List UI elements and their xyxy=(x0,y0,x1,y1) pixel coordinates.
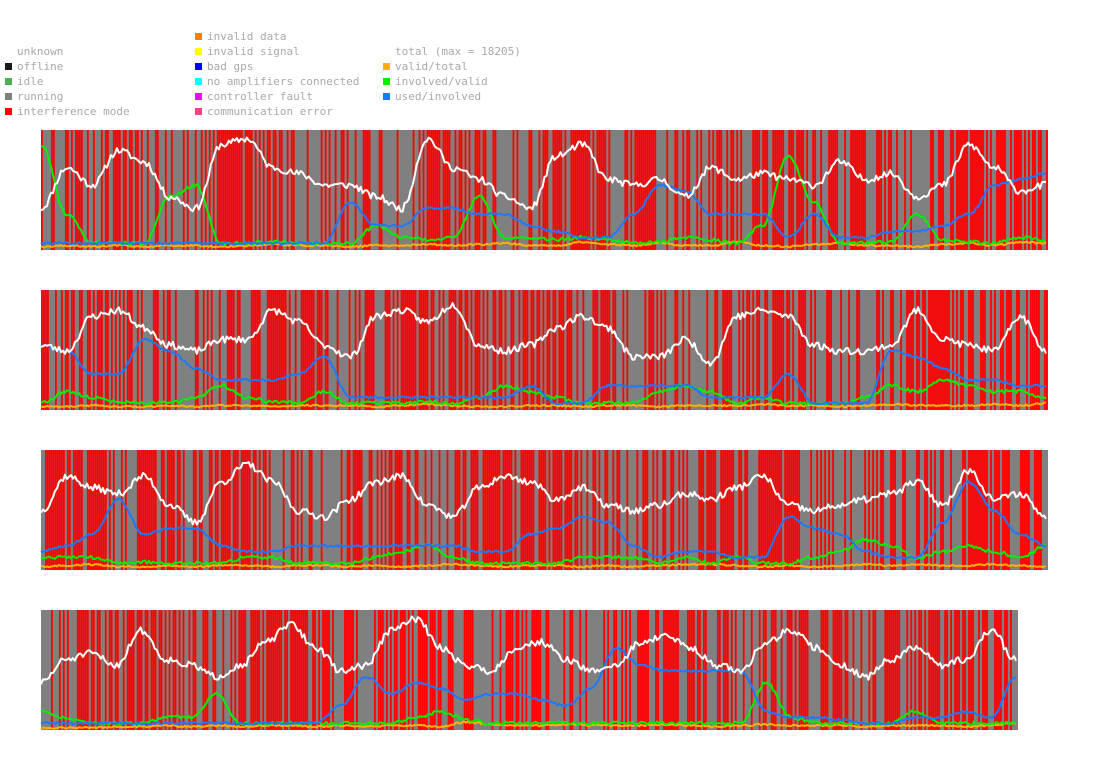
valid-total-line xyxy=(40,240,1047,249)
involved-valid-line xyxy=(40,537,1047,566)
used-involved-line xyxy=(40,172,1047,246)
total-line xyxy=(40,136,1047,213)
valid-total-line xyxy=(40,401,1047,409)
no-amplifiers-swatch xyxy=(195,78,202,85)
legend-label: controller fault xyxy=(207,90,313,103)
legend-label: offline xyxy=(17,60,64,73)
valid-total-line xyxy=(40,562,1047,569)
total-line xyxy=(40,615,1017,685)
invalid-data-swatch xyxy=(195,33,202,40)
chart-panel-2 xyxy=(40,290,1048,410)
legend-label: valid/total xyxy=(395,60,468,73)
valid-total-swatch xyxy=(383,63,390,70)
involved-valid-line xyxy=(40,145,1047,246)
legend-label: idle xyxy=(17,75,44,88)
used-involved-swatch xyxy=(383,93,390,100)
legend-label: used/involved xyxy=(395,90,482,103)
legend-label: communication error xyxy=(207,105,333,118)
chart-panel-4 xyxy=(40,610,1018,730)
used-involved-line xyxy=(40,646,1017,726)
chart-panel-1 xyxy=(40,130,1048,250)
interference-swatch xyxy=(5,108,12,115)
legend-label: running xyxy=(17,90,64,103)
legend: unknown offline idle running interferenc… xyxy=(0,0,1095,124)
legend-label: invalid data xyxy=(207,30,287,43)
legend-label: interference mode xyxy=(17,105,130,118)
idle-swatch xyxy=(5,78,12,85)
running-background xyxy=(41,610,1018,730)
legend-label: no amplifiers connected xyxy=(207,75,360,88)
valid-total-line xyxy=(40,720,1017,730)
offline-swatch xyxy=(5,63,12,70)
interference-bars xyxy=(41,130,1048,250)
communication-error-swatch xyxy=(195,108,202,115)
controller-fault-swatch xyxy=(195,93,202,100)
invalid-signal-swatch xyxy=(195,48,202,55)
interference-bars xyxy=(45,450,1042,570)
interference-bars xyxy=(41,290,1048,410)
legend-label: total (max = 18205) xyxy=(395,45,521,58)
legend-label: bad gps xyxy=(207,60,254,73)
used-involved-line xyxy=(40,480,1047,560)
running-swatch xyxy=(5,93,12,100)
total-line xyxy=(40,461,1047,526)
legend-label: invalid signal xyxy=(207,45,300,58)
legend-label: unknown xyxy=(17,45,64,58)
involved-valid-line xyxy=(40,378,1047,406)
bad-gps-swatch xyxy=(195,63,202,70)
used-involved-line xyxy=(40,337,1047,406)
chart-panel-3 xyxy=(40,450,1048,570)
total-line xyxy=(40,302,1047,367)
involved-valid-swatch xyxy=(383,78,390,85)
legend-label: involved/valid xyxy=(395,75,488,88)
